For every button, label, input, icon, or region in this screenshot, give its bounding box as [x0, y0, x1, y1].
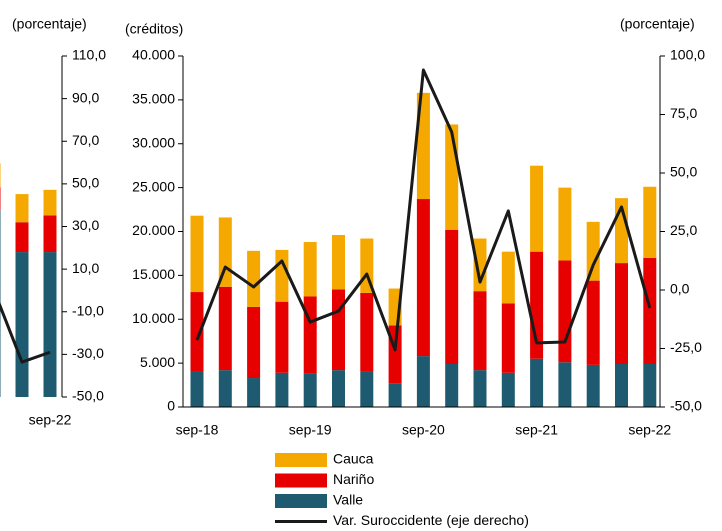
bar-segment [360, 292, 374, 372]
bar-segment [247, 378, 261, 407]
bar-segment [615, 364, 628, 407]
bar-segment [586, 221, 600, 281]
y-tick-label: 5.000 [140, 354, 175, 370]
y2-tick-label: -25,0 [670, 339, 702, 355]
bar-segment [43, 189, 57, 216]
y2-tick-label: -30,0 [72, 345, 104, 361]
bar-segment [530, 358, 544, 407]
bar-segment [15, 194, 29, 223]
bar-segment [445, 229, 459, 365]
bar-segment [247, 250, 261, 307]
y-tick-label: 10.000 [132, 310, 175, 326]
y2-tick-label: 90,0 [72, 89, 99, 105]
y2-axis-label: (porcentaje) [620, 16, 695, 32]
x-tick-label: sep-21 [515, 422, 558, 438]
bar-segment [190, 371, 204, 407]
y2-tick-label: -50,0 [72, 388, 104, 404]
y-tick-label: 25.000 [132, 178, 175, 194]
y-axis-label: (créditos) [125, 21, 183, 37]
bar-segment [275, 372, 289, 407]
bar-segment [275, 301, 289, 373]
y-tick-label: 35.000 [132, 91, 175, 107]
legend-label: Nariño [333, 471, 374, 487]
bar-segment [0, 187, 1, 211]
y-tick-label: 20.000 [132, 222, 175, 238]
x-tick-label: sep-22 [29, 412, 72, 428]
y-tick-label: 30.000 [132, 134, 175, 150]
bar-segment [416, 92, 430, 200]
legend-swatch [275, 494, 327, 508]
bar-segment [360, 371, 374, 407]
bar-segment [0, 163, 1, 188]
y2-tick-label: 100,0 [670, 47, 705, 63]
line-series [195, 68, 652, 352]
x-tick-label: sep-19 [289, 422, 332, 438]
bar-segment [558, 362, 572, 407]
bar-segment [332, 370, 345, 407]
legend-label: Valle [333, 492, 363, 508]
bar-segment [247, 306, 261, 379]
y2-tick-label: 50,0 [670, 164, 697, 180]
bar-segment [643, 257, 657, 365]
bar-segment [473, 238, 487, 292]
bar-segment [388, 383, 402, 407]
y2-tick-label: 110,0 [72, 47, 106, 63]
y2-tick-label: 75,0 [670, 105, 697, 121]
bar-segment [643, 364, 657, 407]
y-tick-label: 15.000 [132, 266, 175, 282]
bar-segment [43, 215, 57, 253]
legend-swatch [275, 473, 327, 488]
bar-segment [530, 165, 544, 252]
line-series [0, 301, 51, 364]
bar-segment [303, 296, 317, 374]
bar-segment [15, 252, 29, 397]
bar-segment [501, 303, 515, 373]
legend-label: Cauca [333, 451, 374, 467]
bar-segment [643, 186, 657, 258]
bar-segment [15, 222, 29, 253]
bar-segment [501, 372, 515, 407]
bar-segment [303, 242, 317, 297]
y-tick-label: 0 [167, 398, 175, 414]
bar-segment [473, 370, 487, 407]
bar-segment [586, 364, 600, 407]
y2-tick-label: -10,0 [72, 302, 104, 318]
legend-label: Var. Suroccidente (eje derecho) [333, 512, 529, 528]
bar-segment [473, 291, 487, 371]
bar-segment [275, 249, 289, 302]
y-tick-label: 40.000 [132, 47, 175, 63]
bar-segment [190, 215, 204, 293]
bar-segment [43, 252, 57, 397]
bar-segment [501, 251, 515, 304]
bar-segment [303, 373, 317, 407]
bar-segment [416, 199, 430, 357]
y2-tick-label: 30,0 [72, 217, 99, 233]
bar-segment [416, 356, 430, 407]
bar-segment [586, 280, 600, 365]
y2-axis-label: (porcentaje) [12, 16, 87, 32]
bar-segment [218, 286, 232, 371]
bar-segment [445, 364, 459, 407]
y2-tick-label: 50,0 [72, 175, 99, 191]
y2-tick-label: 10,0 [72, 260, 99, 276]
x-tick-label: sep-18 [176, 422, 219, 438]
bar-segment [445, 124, 459, 230]
bar-segment [332, 235, 345, 290]
x-tick-label: sep-20 [402, 422, 445, 438]
y2-tick-label: 70,0 [72, 132, 99, 148]
bar-segment [558, 260, 572, 363]
y2-tick-label: 25,0 [670, 222, 697, 238]
bar-segment [218, 370, 232, 407]
bar-segment [190, 292, 204, 372]
x-tick-label: sep-22 [628, 422, 671, 438]
y2-tick-label: 0,0 [670, 281, 690, 297]
bar-segment [332, 289, 345, 371]
legend-swatch [275, 453, 327, 467]
y2-tick-label: -50,0 [670, 398, 702, 414]
bar-segment [615, 263, 628, 365]
bar-segment [558, 187, 572, 261]
